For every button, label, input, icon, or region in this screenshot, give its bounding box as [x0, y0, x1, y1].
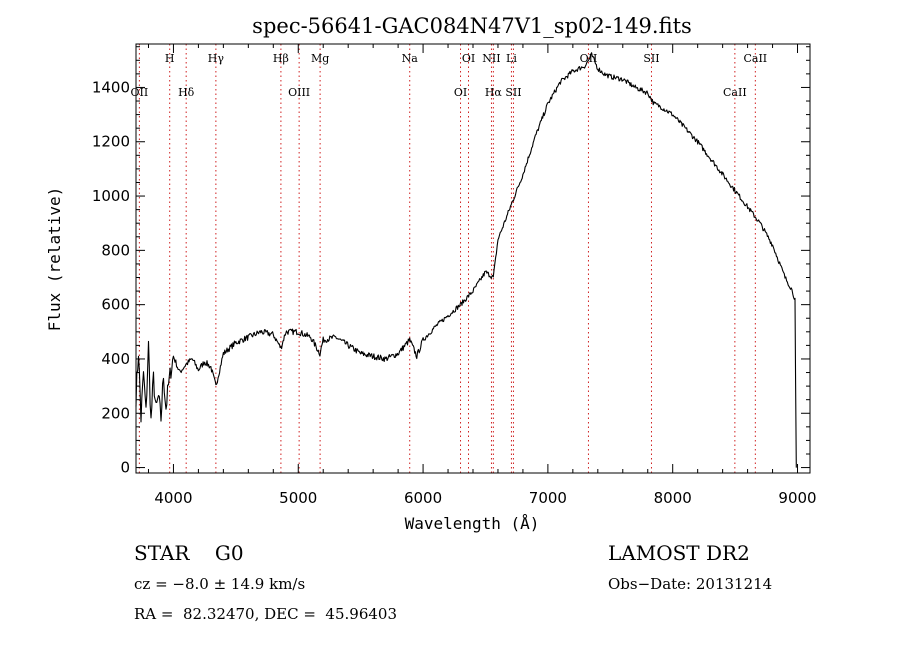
spectral-line-label: Mg — [311, 52, 329, 65]
flux-line-series — [135, 52, 797, 468]
spectral-line-label: SII — [643, 52, 659, 65]
spectral-line-label: Hδ — [178, 86, 195, 99]
x-tick-label: 8000 — [654, 489, 692, 507]
spectral-line-label: OII — [580, 52, 598, 65]
y-tick-label: 400 — [101, 350, 130, 368]
x-tick-label: 5000 — [279, 489, 317, 507]
y-tick-label: 1400 — [92, 78, 130, 96]
spectral-line-label: Hβ — [273, 52, 289, 65]
spectral-line-label: Li — [506, 52, 517, 65]
observation-date-label: Obs−Date: 20131214 — [608, 575, 773, 593]
survey-label: LAMOST DR2 — [608, 541, 750, 565]
spectral-line-label: OI — [462, 52, 475, 65]
x-axis-title: Wavelength (Å) — [405, 514, 540, 533]
spectral-line-label: OIII — [288, 86, 310, 99]
x-tick-label: 9000 — [778, 489, 816, 507]
spectral-line-label: SII — [505, 86, 521, 99]
y-axis-title: Flux (relative) — [45, 187, 64, 332]
x-tick-label: 6000 — [404, 489, 442, 507]
y-tick-label: 0 — [120, 459, 130, 477]
spectral-line-label: NII — [482, 52, 500, 65]
y-tick-label: 1000 — [92, 187, 130, 205]
spectral-line-label: Na — [402, 52, 419, 65]
spectral-line-label: CaII — [743, 52, 767, 65]
axis-ticks — [136, 44, 810, 473]
axis-tick-labels: 4000 5000 6000 7000 8000 9000 0 200 400 600 800 100… — [92, 78, 817, 507]
spectral-line-label: H — [165, 52, 175, 65]
y-tick-label: 200 — [101, 404, 130, 422]
x-tick-label: 4000 — [154, 489, 192, 507]
redshift-label: cz = −8.0 ± 14.9 km/s — [134, 575, 306, 593]
spectral-line-markers — [138, 44, 756, 473]
coordinates-label: RA = 82.32470, DEC = 45.96403 — [134, 605, 398, 623]
y-tick-label: 600 — [101, 296, 130, 314]
chart-title: spec-56641-GAC084N47V1_sp02-149.fits — [252, 14, 692, 38]
y-tick-label: 800 — [101, 241, 130, 259]
object-class-label: STAR G0 — [134, 541, 244, 565]
spectral-line-labels: H Hδ Hγ Hβ OIII Mg Na OI OI NII Hα Li SII OII SII CaII C… — [131, 52, 768, 99]
plot-frame — [135, 43, 811, 474]
x-tick-label: 7000 — [529, 489, 567, 507]
spectral-line-label: Hγ — [208, 52, 225, 65]
spectral-line-label: OII — [131, 86, 149, 99]
y-tick-label: 1200 — [92, 133, 130, 151]
spectral-line-label: Hα — [485, 86, 503, 99]
spectral-line-label: CaII — [723, 86, 747, 99]
spectral-line-label: OI — [454, 86, 467, 99]
